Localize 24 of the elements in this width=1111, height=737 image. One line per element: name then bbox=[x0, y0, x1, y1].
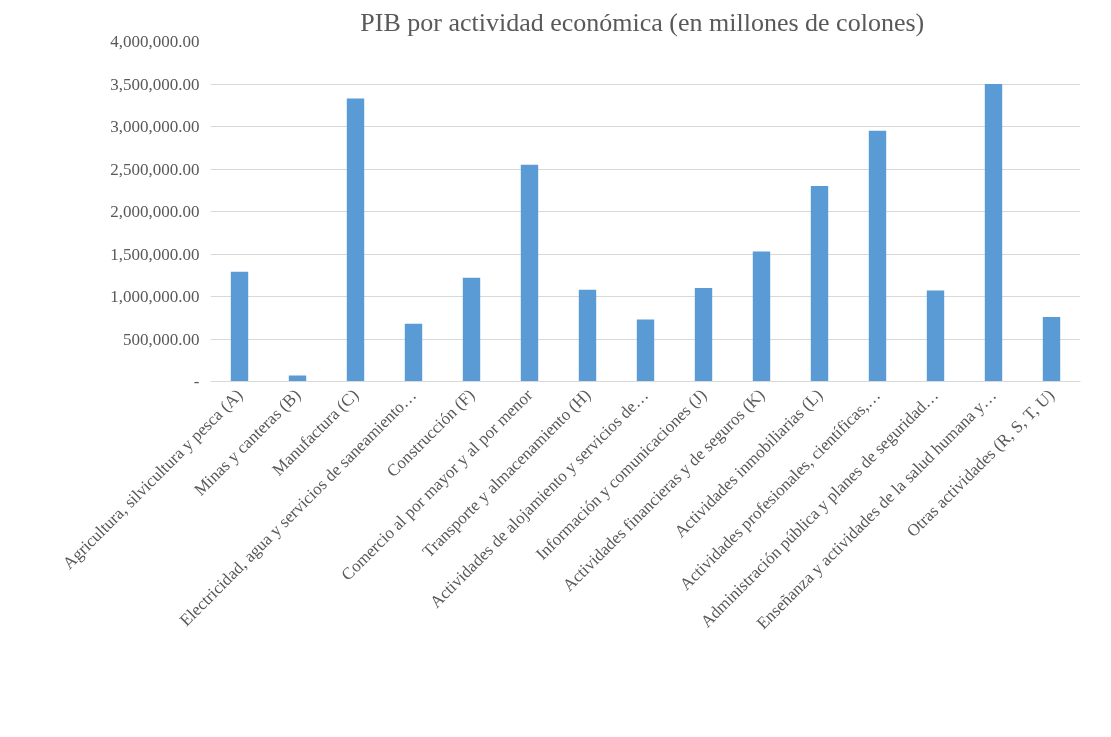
bar bbox=[752, 251, 771, 382]
bar bbox=[810, 186, 829, 382]
bar bbox=[636, 319, 655, 382]
y-tick-label: 3,000,000.00 bbox=[110, 117, 200, 136]
y-tick-label: 3,500,000.00 bbox=[110, 74, 200, 94]
bar bbox=[462, 277, 481, 382]
y-tick-label: 1,000,000.00 bbox=[110, 287, 200, 306]
y-tick-label: 2,500,000.00 bbox=[110, 159, 200, 179]
bar bbox=[520, 164, 539, 382]
bar bbox=[404, 323, 423, 382]
bar bbox=[230, 271, 249, 382]
bar bbox=[578, 289, 597, 382]
y-tick-label: 4,000,000.00 bbox=[110, 32, 200, 51]
bar bbox=[926, 290, 945, 382]
y-tick-label: 1,500,000.00 bbox=[110, 244, 200, 264]
bar bbox=[694, 288, 713, 382]
y-tick-label: 2,000,000.00 bbox=[110, 202, 200, 221]
y-tick-label: 500,000.00 bbox=[123, 329, 200, 349]
chart-title: PIB por actividad económica (en millones de colones) bbox=[360, 7, 925, 37]
bar bbox=[868, 130, 887, 382]
bar bbox=[1042, 316, 1061, 382]
bar bbox=[346, 98, 365, 382]
bar bbox=[984, 84, 1003, 382]
y-tick-label: - bbox=[193, 372, 200, 391]
